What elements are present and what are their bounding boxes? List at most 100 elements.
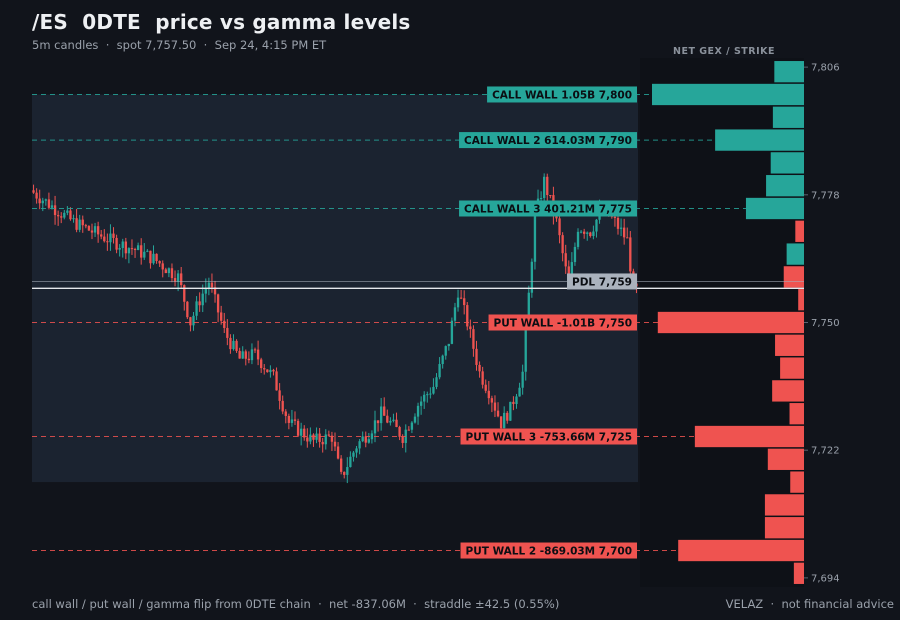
candle (136, 242, 140, 251)
candle (121, 238, 124, 258)
candle-body (143, 251, 146, 258)
candle (44, 198, 48, 206)
candle-body (549, 195, 552, 197)
candle-body (272, 369, 275, 372)
candle-body (109, 233, 112, 243)
candle-body (564, 253, 567, 267)
candle (586, 231, 589, 241)
candle (204, 278, 207, 303)
candle (53, 195, 57, 225)
level-label: PDL 7,759 (572, 276, 632, 288)
candle-body (32, 190, 35, 193)
candle-body (296, 420, 300, 436)
candle-body (561, 235, 564, 254)
candle-body (164, 269, 167, 274)
candle (189, 316, 192, 332)
candle-body (198, 301, 201, 306)
gex-bar (770, 152, 804, 174)
candle (161, 260, 164, 278)
candle (284, 409, 287, 424)
candle-body (376, 420, 380, 424)
candle (355, 445, 358, 458)
candle-body (570, 262, 574, 284)
candle-body (158, 261, 161, 264)
candle (478, 361, 481, 378)
candle-body (490, 398, 494, 403)
candle-body (343, 471, 346, 475)
candle (140, 238, 143, 265)
candle (149, 250, 152, 269)
candle-body (499, 416, 503, 429)
candle (312, 433, 315, 447)
candle-body (180, 273, 183, 286)
candle (441, 354, 444, 369)
candle (410, 421, 414, 434)
candle (266, 369, 269, 373)
candle (293, 411, 297, 426)
candle-body (518, 387, 521, 397)
candle (398, 425, 401, 441)
candle (426, 391, 429, 403)
candle (330, 431, 334, 451)
candle-body (324, 434, 327, 445)
candle-body (106, 241, 109, 243)
candle (496, 402, 500, 418)
candle-body (189, 317, 192, 326)
candle (481, 366, 484, 389)
candle-body (53, 205, 57, 216)
candle-body (216, 294, 220, 313)
candle-body (515, 396, 518, 405)
candle (521, 364, 524, 395)
candle-body (115, 237, 118, 250)
gex-bar (795, 220, 804, 242)
level-label: PUT WALL -1.01B 7,750 (494, 318, 632, 330)
candle (35, 188, 38, 204)
candle-body (539, 198, 543, 200)
candles-group (32, 173, 638, 484)
candle-body (484, 384, 487, 391)
candle-body (466, 305, 469, 327)
candle-body (284, 411, 287, 416)
candle-body (318, 433, 321, 442)
candle (238, 347, 241, 359)
candle (346, 457, 349, 484)
candle (232, 334, 235, 351)
candle-body (152, 253, 155, 264)
candle-body (413, 416, 417, 423)
candle (220, 305, 223, 325)
candle (133, 247, 137, 258)
candle-body (127, 248, 131, 254)
candle (186, 301, 189, 320)
candle-body (469, 326, 472, 330)
candle (250, 343, 254, 365)
candle-body (263, 368, 266, 370)
candle-body (315, 433, 318, 440)
gex-bar (786, 243, 804, 265)
candle (349, 451, 352, 468)
candle-body (619, 227, 623, 229)
candle-body (426, 394, 429, 396)
candle (100, 229, 103, 240)
candle (450, 317, 454, 345)
level-label-box (460, 428, 637, 445)
candle (506, 411, 509, 424)
candle-body (201, 293, 204, 306)
candle-body (303, 428, 306, 438)
candle (416, 402, 420, 425)
candle-body (290, 419, 294, 423)
candle-body (481, 371, 484, 385)
candle (561, 232, 564, 262)
candle-body (370, 433, 374, 440)
candle-body (60, 216, 63, 218)
candle (180, 266, 183, 288)
candle-body (167, 268, 171, 274)
candle (130, 239, 134, 255)
candle-body (592, 231, 595, 237)
gex-bar (775, 334, 804, 356)
candle (213, 280, 217, 303)
candle-body (582, 231, 586, 234)
candle (419, 396, 423, 415)
candle-body (355, 448, 358, 453)
candle-body (87, 226, 91, 231)
candle (321, 438, 324, 453)
